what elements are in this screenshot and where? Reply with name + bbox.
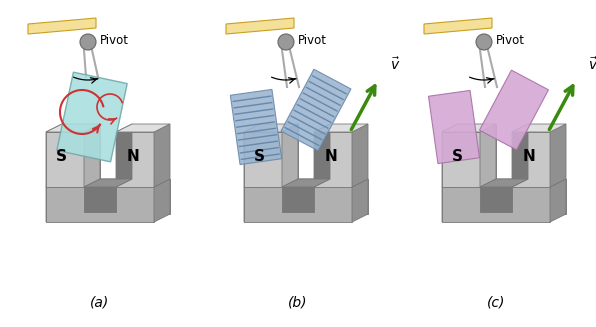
Polygon shape	[28, 18, 96, 34]
Polygon shape	[314, 124, 330, 187]
Polygon shape	[84, 124, 100, 187]
Polygon shape	[244, 179, 260, 222]
Polygon shape	[46, 132, 84, 187]
Polygon shape	[314, 124, 368, 132]
Circle shape	[80, 34, 96, 50]
Polygon shape	[480, 124, 496, 187]
Polygon shape	[512, 124, 566, 132]
Text: S: S	[452, 149, 462, 164]
Polygon shape	[260, 124, 298, 179]
Polygon shape	[46, 179, 170, 187]
Text: N: N	[325, 149, 337, 164]
Polygon shape	[116, 124, 132, 187]
Polygon shape	[512, 132, 550, 187]
Circle shape	[278, 34, 294, 50]
Polygon shape	[62, 124, 100, 179]
Text: S: S	[55, 149, 67, 164]
Text: (b): (b)	[288, 295, 308, 309]
Polygon shape	[550, 124, 566, 187]
Polygon shape	[154, 124, 170, 187]
Polygon shape	[512, 124, 528, 187]
Text: Pivot: Pivot	[298, 33, 327, 46]
Polygon shape	[480, 70, 548, 150]
Text: Pivot: Pivot	[496, 33, 525, 46]
Polygon shape	[442, 187, 550, 222]
Circle shape	[476, 34, 492, 50]
Polygon shape	[282, 179, 330, 187]
Polygon shape	[84, 187, 116, 212]
Polygon shape	[46, 124, 62, 187]
Polygon shape	[480, 179, 528, 187]
Polygon shape	[230, 89, 282, 164]
Polygon shape	[550, 179, 566, 222]
Polygon shape	[352, 124, 368, 187]
Polygon shape	[480, 187, 512, 212]
Polygon shape	[226, 18, 294, 34]
Text: $\vec{v}$: $\vec{v}$	[588, 56, 596, 73]
Text: Pivot: Pivot	[100, 33, 129, 46]
Polygon shape	[244, 179, 368, 187]
Text: $\vec{v}$: $\vec{v}$	[390, 56, 401, 73]
Polygon shape	[424, 18, 492, 34]
Polygon shape	[260, 179, 368, 214]
Polygon shape	[282, 187, 314, 212]
Polygon shape	[244, 124, 260, 187]
Text: N: N	[127, 149, 139, 164]
Polygon shape	[282, 124, 298, 187]
Polygon shape	[154, 179, 170, 222]
Polygon shape	[314, 132, 352, 187]
Polygon shape	[442, 179, 566, 187]
Polygon shape	[442, 124, 458, 187]
Polygon shape	[442, 124, 496, 132]
Polygon shape	[116, 124, 170, 132]
Text: N: N	[523, 149, 535, 164]
Text: (a): (a)	[91, 295, 110, 309]
Polygon shape	[84, 179, 132, 187]
Polygon shape	[352, 179, 368, 222]
Polygon shape	[442, 179, 458, 222]
Polygon shape	[62, 179, 170, 214]
Polygon shape	[46, 179, 62, 222]
Polygon shape	[116, 132, 154, 187]
Text: (c): (c)	[487, 295, 505, 309]
Polygon shape	[281, 69, 351, 151]
Polygon shape	[458, 124, 496, 179]
Polygon shape	[429, 90, 480, 164]
Polygon shape	[244, 132, 282, 187]
Polygon shape	[46, 187, 154, 222]
Polygon shape	[57, 72, 127, 162]
Text: S: S	[254, 149, 265, 164]
Polygon shape	[442, 132, 480, 187]
Polygon shape	[46, 124, 100, 132]
Polygon shape	[244, 187, 352, 222]
Polygon shape	[244, 124, 298, 132]
Polygon shape	[458, 179, 566, 214]
